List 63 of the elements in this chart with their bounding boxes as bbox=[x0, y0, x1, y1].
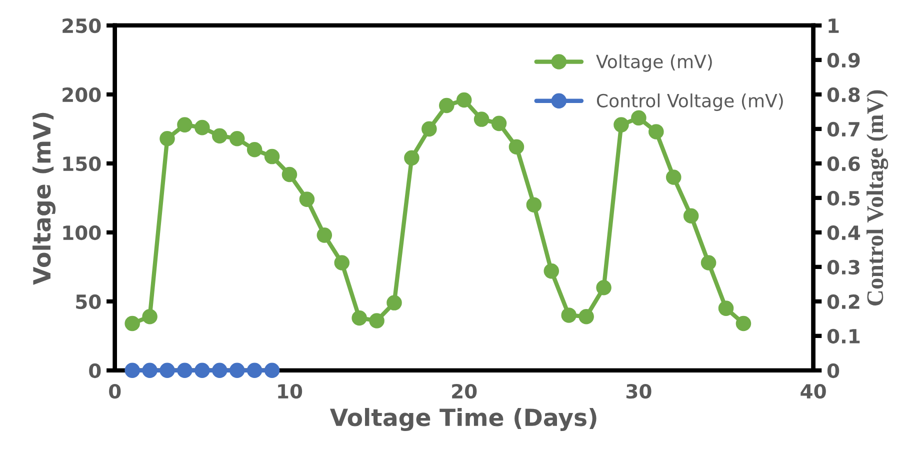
point bbox=[142, 308, 158, 324]
x-axis-title: Voltage Time (Days) bbox=[330, 408, 596, 432]
point bbox=[264, 148, 280, 164]
point bbox=[578, 308, 594, 324]
point bbox=[369, 313, 384, 328]
point bbox=[386, 295, 402, 310]
y2-tick-label: 0.6 bbox=[827, 156, 860, 172]
y2-tick-label: 0.4 bbox=[827, 225, 860, 240]
point bbox=[596, 280, 612, 296]
y-tick-label: 50 bbox=[76, 294, 101, 310]
point bbox=[246, 142, 262, 158]
y2-tick-label: 0 bbox=[827, 363, 840, 378]
point bbox=[316, 228, 332, 243]
point bbox=[544, 263, 560, 279]
y2-tick-label: 0.7 bbox=[827, 122, 860, 137]
point bbox=[352, 310, 367, 326]
point bbox=[683, 208, 699, 224]
point bbox=[631, 110, 646, 126]
y-tick-label: 200 bbox=[62, 87, 101, 102]
x-tick-label: 30 bbox=[626, 384, 652, 399]
point bbox=[229, 130, 245, 146]
point bbox=[718, 300, 734, 316]
point bbox=[282, 166, 298, 182]
point bbox=[160, 130, 175, 146]
legend-label: Voltage (mV) bbox=[596, 54, 712, 72]
y2-tick-label: 0.3 bbox=[827, 260, 860, 275]
point bbox=[474, 112, 490, 127]
point bbox=[177, 117, 192, 132]
y-tick-label: 0 bbox=[89, 363, 101, 378]
y-axis-title: Voltage (mV) bbox=[32, 112, 56, 285]
point bbox=[526, 197, 542, 212]
point bbox=[334, 255, 350, 270]
y2-axis-title: Control Voltage (mV) bbox=[866, 90, 888, 306]
x-tick-label: 40 bbox=[800, 384, 826, 399]
y2-tick-label: 0.1 bbox=[827, 328, 860, 344]
y2-tick-label: 0.2 bbox=[827, 294, 860, 310]
x-tick-label: 10 bbox=[278, 384, 302, 399]
point bbox=[299, 192, 315, 207]
point bbox=[666, 170, 682, 185]
point bbox=[422, 121, 437, 137]
point bbox=[404, 150, 420, 166]
y-tick-label: 100 bbox=[63, 225, 101, 240]
point bbox=[438, 98, 454, 114]
x-tick-label: 0 bbox=[109, 384, 121, 399]
point bbox=[561, 308, 576, 323]
y2-tick-label: 1 bbox=[828, 18, 839, 33]
point bbox=[648, 124, 664, 140]
y-tick-label: 250 bbox=[62, 18, 101, 34]
point bbox=[491, 116, 507, 132]
y2-tick-label: 0.9 bbox=[827, 52, 860, 68]
point bbox=[700, 255, 716, 270]
point bbox=[456, 92, 472, 108]
y-tick-label: 150 bbox=[63, 156, 101, 172]
y2-tick-label: 0.5 bbox=[827, 190, 860, 206]
point bbox=[508, 139, 524, 155]
point bbox=[212, 128, 228, 144]
legend-label: Control Voltage (mV) bbox=[596, 93, 783, 111]
point bbox=[194, 120, 210, 136]
y2-tick-label: 0.8 bbox=[827, 87, 860, 102]
point bbox=[614, 117, 629, 132]
point bbox=[124, 316, 140, 332]
point bbox=[736, 316, 752, 332]
x-tick-label: 20 bbox=[452, 384, 477, 399]
